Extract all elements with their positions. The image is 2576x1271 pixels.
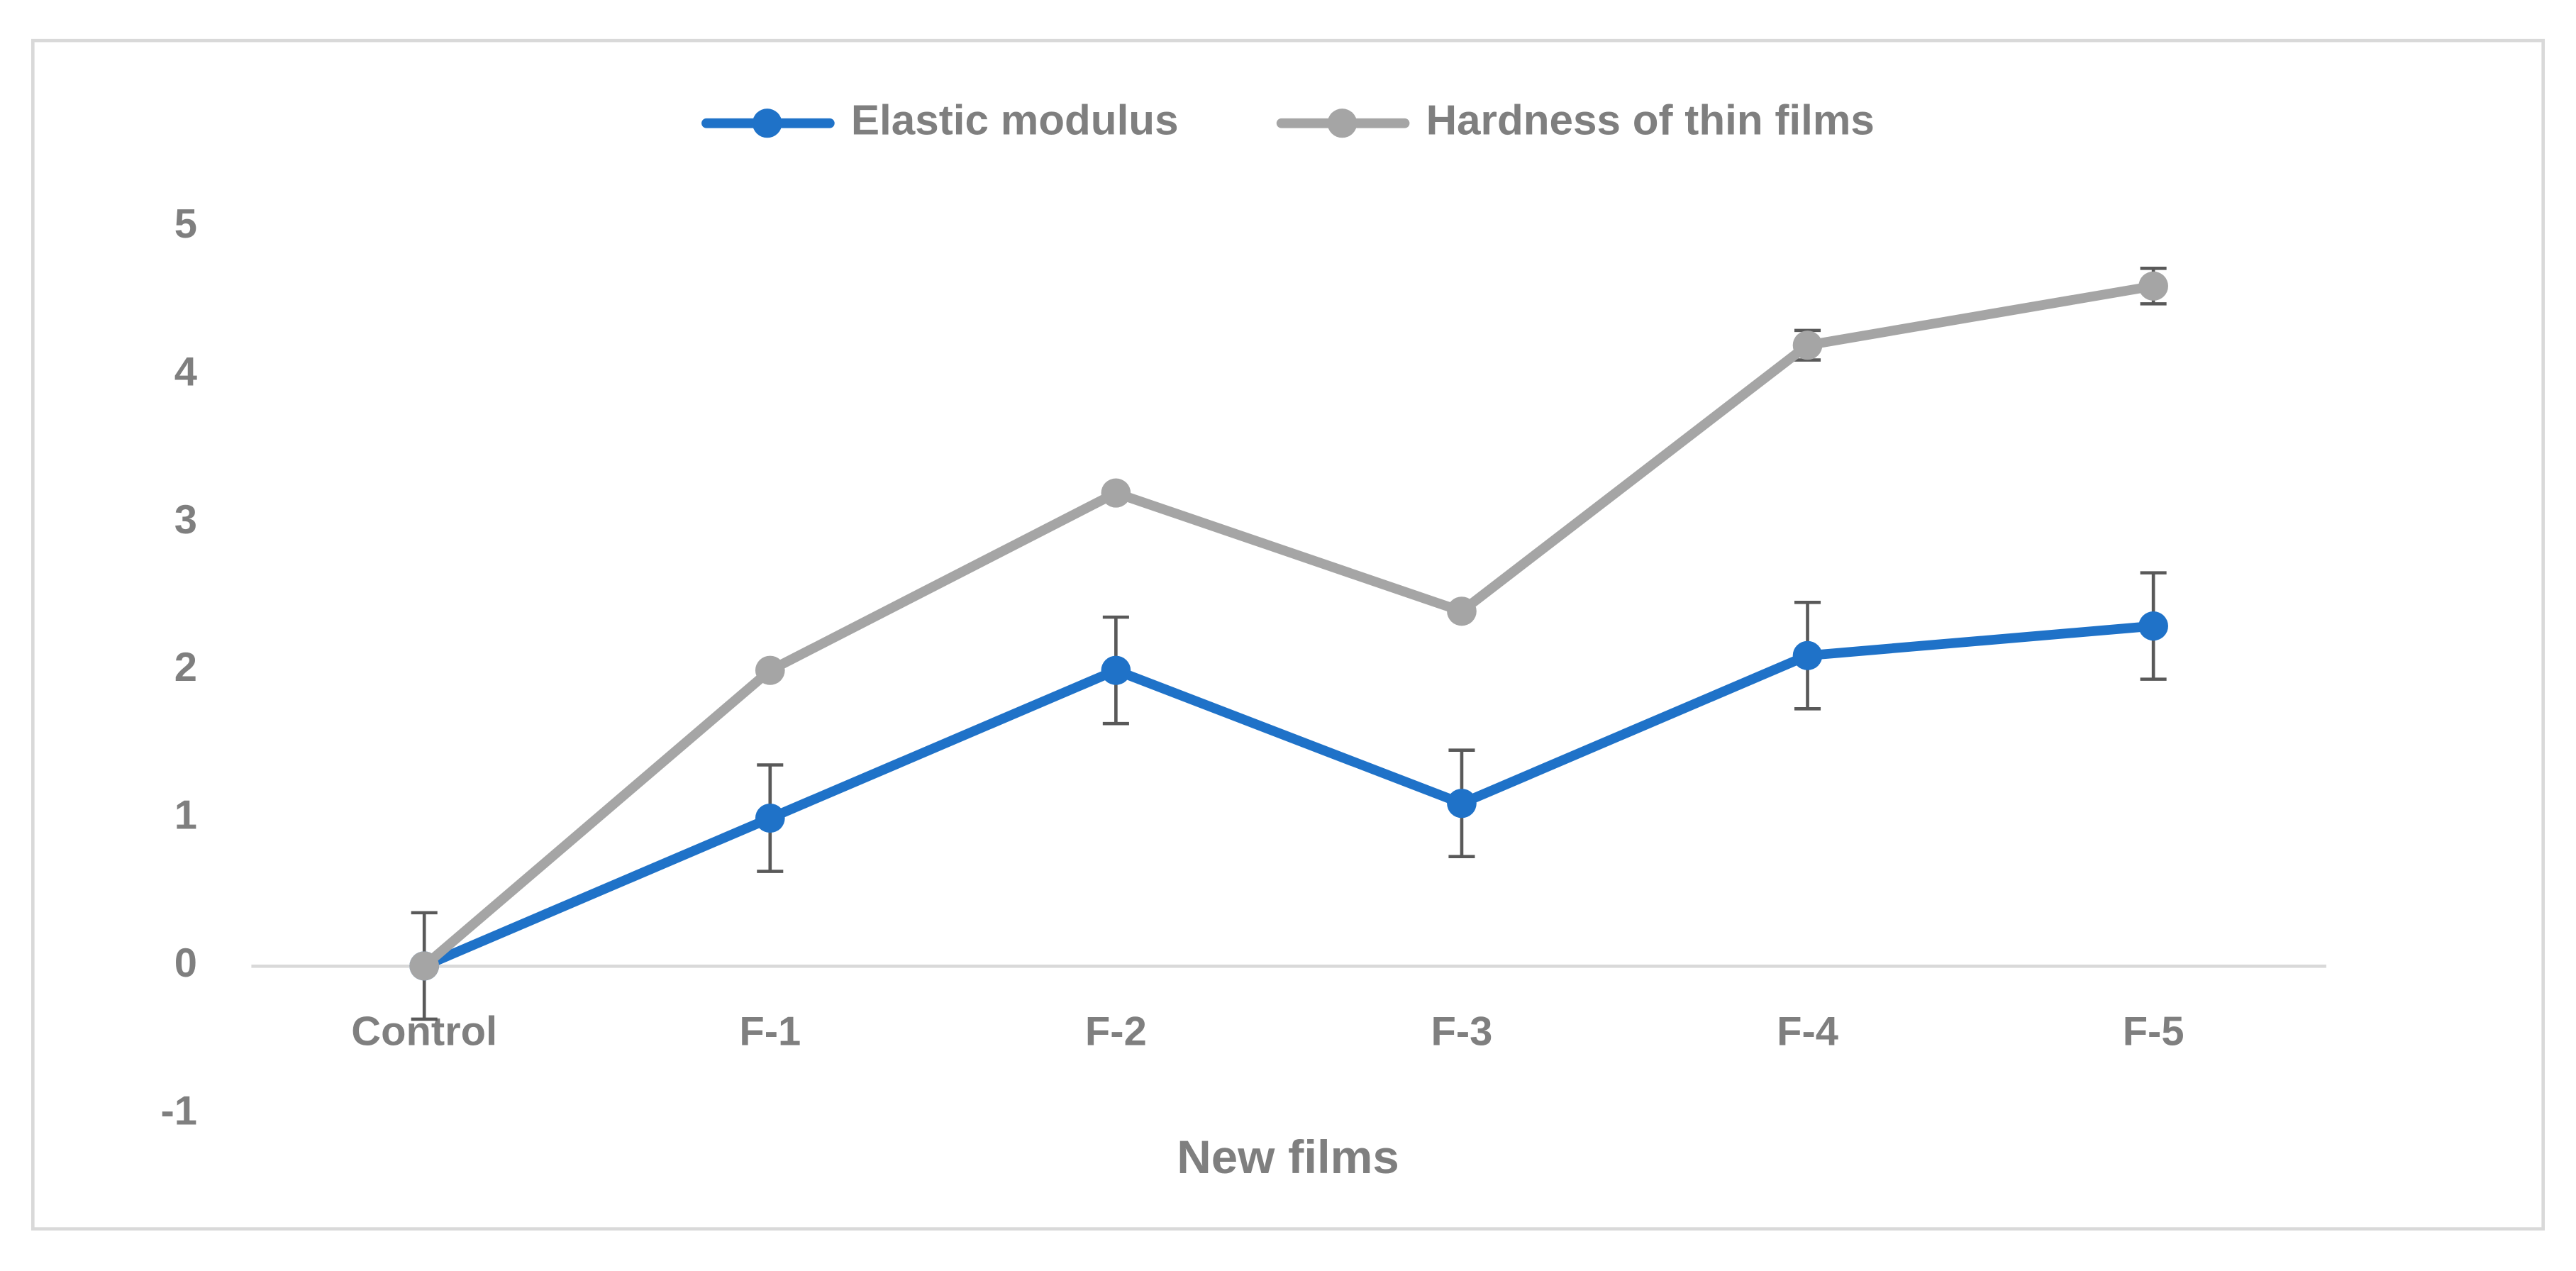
x-axis-title: New films	[1177, 1131, 1399, 1184]
data-point	[2138, 611, 2168, 641]
data-point	[409, 951, 440, 981]
data-point	[1447, 596, 1477, 626]
y-tick-label: -1	[160, 1089, 196, 1134]
legend-label: Elastic modulus	[851, 96, 1179, 144]
data-point	[1792, 331, 1823, 360]
x-tick-label: F-3	[1431, 1009, 1493, 1055]
data-point	[1101, 655, 1131, 685]
legend-marker	[752, 109, 782, 138]
data-point	[1101, 478, 1131, 508]
y-tick-label: 3	[174, 497, 197, 543]
x-tick-label: F-1	[739, 1009, 801, 1055]
y-tick-label: 1	[174, 793, 197, 838]
data-point	[1792, 640, 1823, 670]
data-point	[755, 803, 785, 833]
x-tick-label: F-5	[2123, 1009, 2184, 1055]
data-point	[2138, 271, 2168, 301]
chart-border	[31, 38, 2545, 1231]
legend-marker	[1327, 109, 1358, 138]
x-tick-label: F-4	[1777, 1009, 1838, 1055]
x-tick-label: F-2	[1085, 1009, 1147, 1055]
series-line	[422, 621, 2154, 971]
y-tick-label: 2	[174, 645, 197, 691]
y-tick-label: 5	[174, 201, 197, 247]
y-tick-label: 4	[174, 350, 197, 395]
series-line	[421, 281, 2155, 970]
data-point	[1447, 789, 1477, 818]
data-point	[755, 655, 785, 685]
y-tick-label: 0	[174, 940, 197, 986]
legend-label: Hardness of thin films	[1426, 96, 1875, 144]
